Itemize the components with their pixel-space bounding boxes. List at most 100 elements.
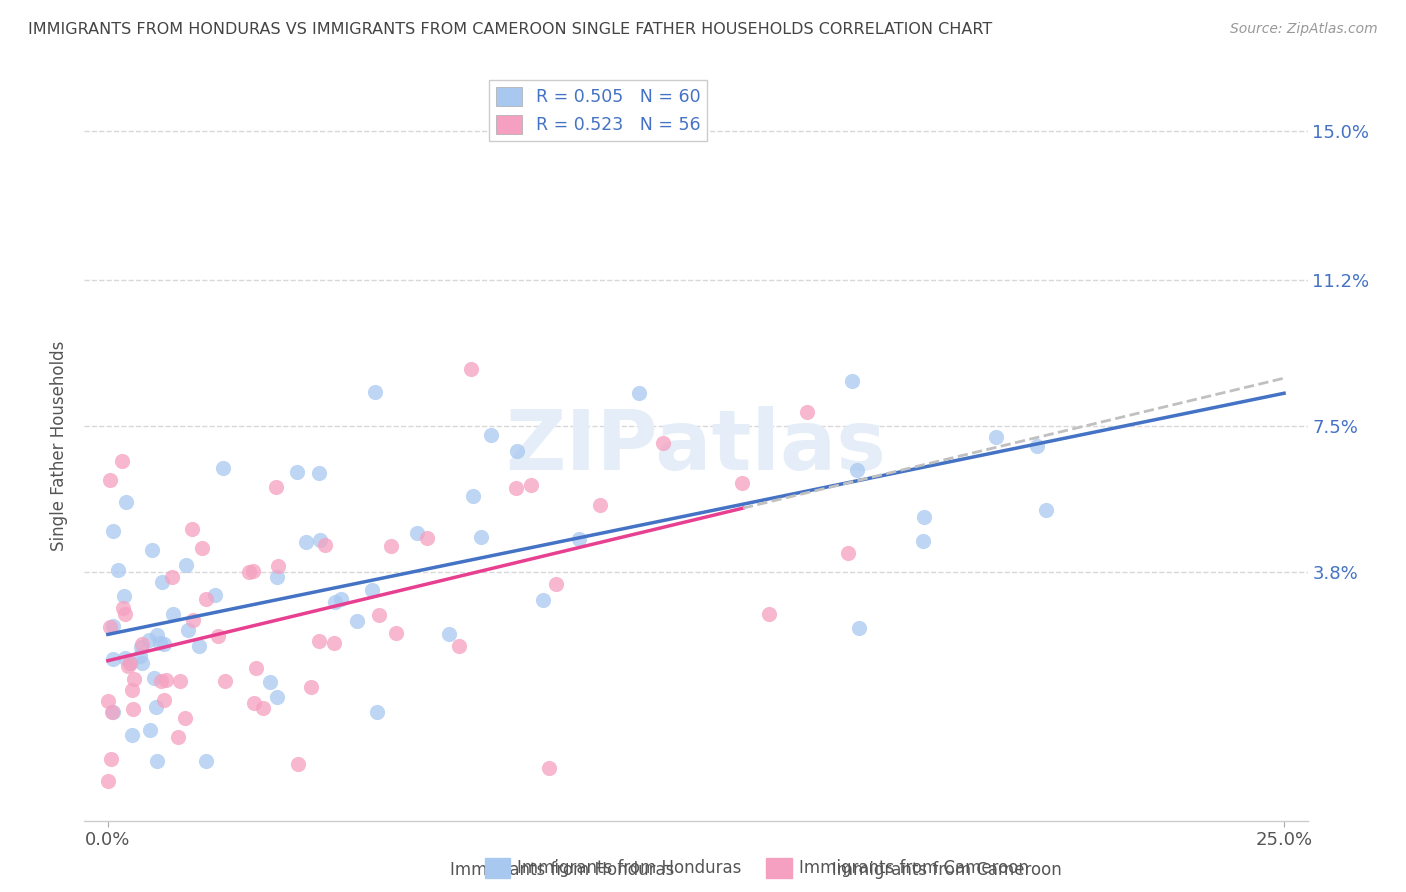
Point bbox=[323, 636, 346, 650]
Point bbox=[461, 489, 484, 503]
Point bbox=[416, 531, 439, 545]
Point bbox=[174, 711, 197, 725]
Point bbox=[361, 582, 384, 597]
Point bbox=[531, 592, 554, 607]
Point bbox=[118, 657, 141, 671]
Point bbox=[174, 558, 197, 572]
Point bbox=[149, 673, 172, 688]
Point bbox=[259, 674, 281, 689]
Point bbox=[1035, 503, 1057, 517]
Point bbox=[98, 473, 121, 487]
Point bbox=[139, 723, 162, 738]
Point bbox=[242, 564, 264, 578]
Point bbox=[731, 475, 754, 490]
Point bbox=[323, 595, 346, 609]
Point bbox=[112, 601, 135, 615]
Point bbox=[912, 509, 935, 524]
Point bbox=[986, 430, 1008, 444]
Point bbox=[568, 532, 591, 546]
Point bbox=[364, 385, 387, 400]
Point bbox=[628, 385, 651, 400]
Point bbox=[519, 478, 541, 492]
Point bbox=[181, 613, 204, 627]
Point bbox=[146, 755, 169, 769]
Point bbox=[1025, 439, 1047, 453]
Point bbox=[114, 651, 136, 665]
Point bbox=[162, 607, 184, 622]
Legend: R = 0.505   N = 60, R = 0.523   N = 56: R = 0.505 N = 60, R = 0.523 N = 56 bbox=[489, 80, 707, 141]
Point bbox=[112, 590, 135, 604]
Y-axis label: Single Father Households: Single Father Households bbox=[51, 341, 69, 551]
Point bbox=[841, 374, 863, 388]
Point bbox=[385, 626, 408, 640]
Point bbox=[149, 636, 172, 650]
Text: Immigrants from Honduras: Immigrants from Honduras bbox=[517, 859, 742, 877]
Point bbox=[153, 693, 176, 707]
Point bbox=[101, 524, 124, 538]
Text: Source: ZipAtlas.com: Source: ZipAtlas.com bbox=[1230, 22, 1378, 37]
Point bbox=[330, 592, 353, 607]
Point bbox=[111, 454, 134, 468]
Text: Immigrants from Cameroon: Immigrants from Cameroon bbox=[799, 859, 1028, 877]
Point bbox=[98, 620, 121, 634]
Point bbox=[153, 637, 176, 651]
Point bbox=[101, 652, 124, 666]
Text: IMMIGRANTS FROM HONDURAS VS IMMIGRANTS FROM CAMEROON SINGLE FATHER HOUSEHOLDS CO: IMMIGRANTS FROM HONDURAS VS IMMIGRANTS F… bbox=[28, 22, 993, 37]
Point bbox=[142, 672, 165, 686]
Point bbox=[101, 705, 124, 719]
Point bbox=[449, 639, 471, 653]
Point bbox=[238, 565, 260, 579]
Point bbox=[131, 637, 153, 651]
Point bbox=[121, 728, 143, 742]
Point bbox=[285, 465, 308, 479]
Point bbox=[505, 481, 527, 495]
Point bbox=[380, 539, 402, 553]
Point bbox=[138, 632, 160, 647]
Point bbox=[121, 682, 143, 697]
Point bbox=[131, 656, 153, 670]
Point bbox=[194, 755, 217, 769]
Point bbox=[160, 569, 183, 583]
Point bbox=[837, 546, 859, 560]
Point bbox=[911, 534, 934, 549]
Point bbox=[152, 575, 174, 590]
Point bbox=[366, 706, 388, 720]
Point bbox=[252, 701, 274, 715]
Point bbox=[207, 628, 229, 642]
Point bbox=[214, 673, 236, 688]
Point bbox=[103, 618, 125, 632]
Point bbox=[190, 541, 212, 556]
Point bbox=[122, 672, 145, 686]
Point bbox=[308, 634, 330, 648]
Point bbox=[264, 481, 287, 495]
Point bbox=[145, 700, 167, 714]
Text: ZIPatlas: ZIPatlas bbox=[506, 406, 886, 486]
Point bbox=[245, 661, 267, 675]
Point bbox=[266, 690, 288, 704]
Point bbox=[100, 752, 122, 766]
Point bbox=[117, 659, 139, 673]
Point bbox=[845, 462, 868, 476]
Point bbox=[651, 436, 673, 450]
Point bbox=[167, 730, 190, 744]
Point bbox=[848, 621, 870, 635]
Point bbox=[589, 498, 612, 512]
Point bbox=[169, 674, 191, 689]
Text: Immigrants from Honduras                              Immigrants from Cameroon: Immigrants from Honduras Immigrants from… bbox=[344, 861, 1062, 879]
Point bbox=[97, 694, 120, 708]
Point bbox=[266, 570, 288, 584]
Point bbox=[406, 526, 429, 541]
Point bbox=[187, 639, 209, 653]
Point bbox=[346, 614, 368, 628]
Point bbox=[155, 673, 177, 687]
Point bbox=[796, 404, 818, 418]
Point bbox=[129, 640, 152, 654]
Point bbox=[538, 760, 561, 774]
Point bbox=[122, 702, 145, 716]
Point bbox=[439, 626, 461, 640]
Point bbox=[314, 538, 336, 552]
Point bbox=[97, 774, 120, 789]
Point bbox=[470, 530, 492, 544]
Point bbox=[204, 588, 226, 602]
Point bbox=[287, 757, 309, 772]
